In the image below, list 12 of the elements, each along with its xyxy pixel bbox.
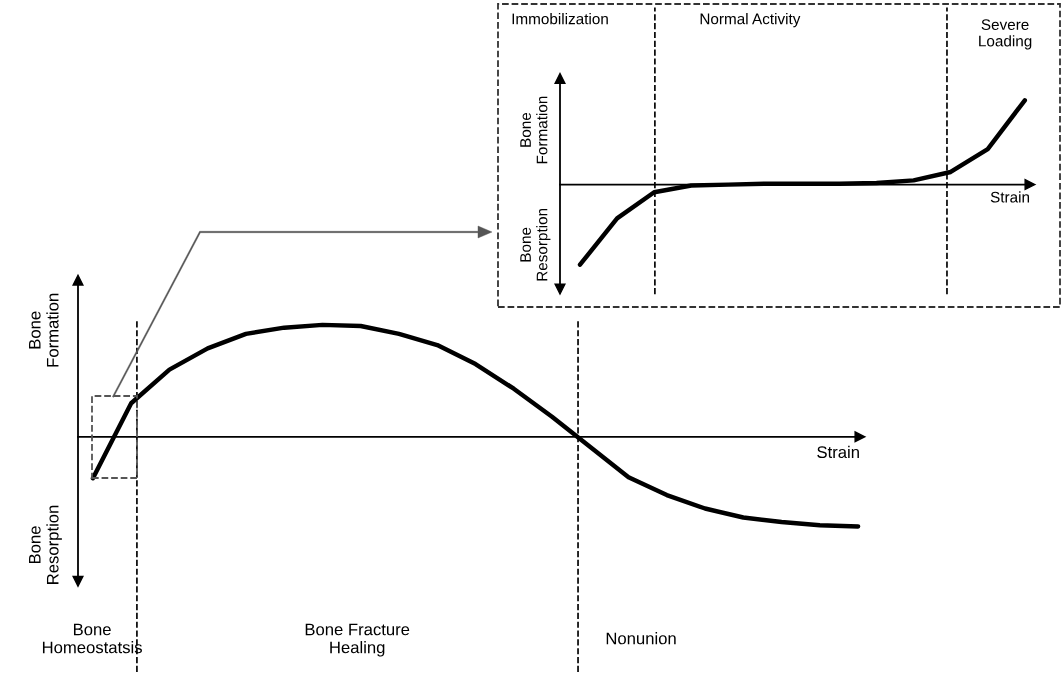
text: Bone Homeostatsis bbox=[42, 623, 142, 654]
text: Immobilization bbox=[512, 13, 608, 25]
x-axis-title: Strain bbox=[817, 445, 859, 459]
text: Bone Resorption bbox=[29, 505, 62, 584]
text: Normal Activity bbox=[700, 13, 801, 28]
x-axis-title: Strain bbox=[990, 191, 1030, 203]
text: Bone Formation bbox=[520, 96, 548, 164]
text: Nonunion bbox=[606, 632, 676, 645]
text: Bone Resorption bbox=[520, 208, 551, 281]
text: Bone Fracture Healing bbox=[305, 623, 410, 657]
text: Bone Formation bbox=[29, 293, 59, 367]
text: Severe Loading bbox=[979, 19, 1032, 50]
